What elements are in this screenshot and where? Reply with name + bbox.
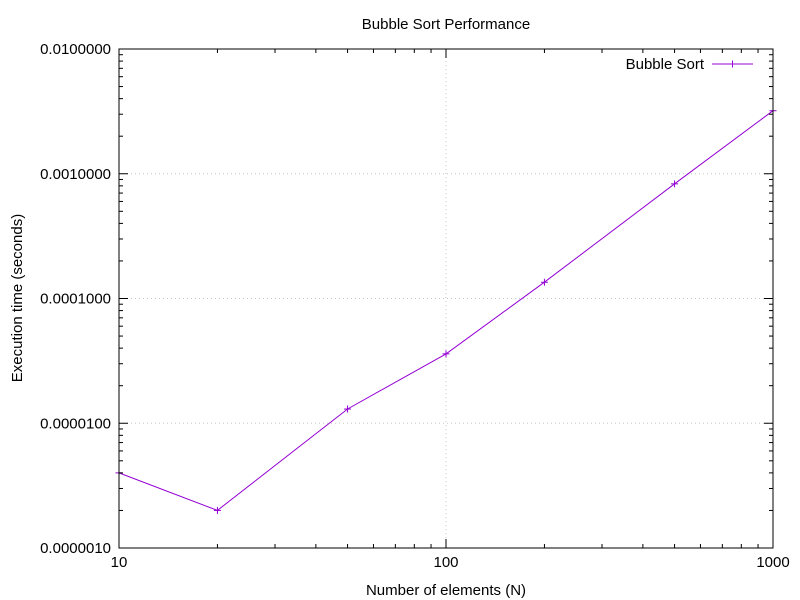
y-tick-label: 0.0000010 bbox=[40, 540, 111, 557]
data-point bbox=[344, 405, 352, 413]
legend: Bubble Sort bbox=[626, 56, 753, 73]
data-point bbox=[213, 506, 221, 514]
data-point bbox=[442, 350, 450, 358]
y-tick-label: 0.0010000 bbox=[40, 166, 111, 183]
series-line-bubble-sort bbox=[118, 110, 774, 511]
y-tick-label: 0.0000100 bbox=[40, 415, 111, 432]
axis-ticks bbox=[118, 48, 774, 549]
data-point bbox=[671, 180, 679, 188]
x-axis-title: Number of elements (N) bbox=[366, 582, 526, 599]
x-tick-label: 100 bbox=[433, 554, 458, 571]
grid bbox=[119, 49, 773, 548]
chart-title: Bubble Sort Performance bbox=[362, 16, 530, 33]
series-layer bbox=[115, 107, 777, 514]
y-axis-title: Execution time (seconds) bbox=[9, 214, 26, 382]
legend-label-bubble-sort: Bubble Sort bbox=[626, 56, 705, 73]
x-tick-label: 10 bbox=[111, 554, 128, 571]
y-tick-label: 0.0001000 bbox=[40, 291, 111, 308]
data-point bbox=[540, 278, 548, 286]
legend-marker bbox=[729, 60, 736, 68]
x-tick-label: 1000 bbox=[756, 554, 789, 571]
y-tick-label: 0.0100000 bbox=[40, 41, 111, 58]
